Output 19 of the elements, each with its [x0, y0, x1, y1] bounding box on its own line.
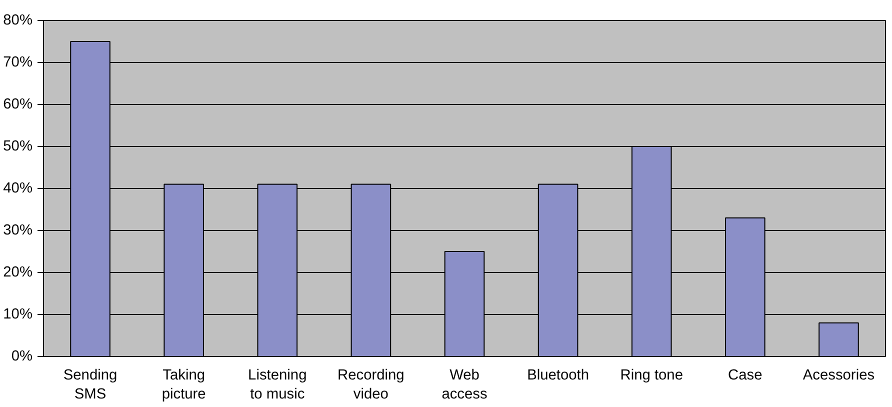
y-tick-label: 0% — [11, 348, 33, 364]
y-tick-label: 70% — [3, 54, 33, 70]
y-tick-label: 40% — [3, 180, 33, 196]
x-tick-label: Taking picture — [162, 368, 206, 403]
y-tick-label: 10% — [3, 306, 33, 322]
x-tick-label: Web access — [442, 368, 488, 403]
x-tick-label: Acessories — [802, 368, 875, 384]
y-tick-label: 20% — [3, 264, 33, 280]
x-tick-label: Recording video — [338, 368, 404, 403]
x-tick-label: Listening to music — [248, 368, 307, 403]
bar — [818, 322, 859, 356]
y-tick-label: 30% — [3, 222, 33, 238]
y-tick-label: 50% — [3, 138, 33, 154]
x-tick-label: Sending SMS — [63, 368, 118, 403]
y-tick-label: 80% — [3, 12, 33, 28]
x-tick-label: Case — [728, 368, 762, 384]
x-tick-label: Bluetooth — [527, 368, 590, 384]
x-tick-label: Ring tone — [620, 368, 683, 384]
y-tick-label: 60% — [3, 96, 33, 112]
